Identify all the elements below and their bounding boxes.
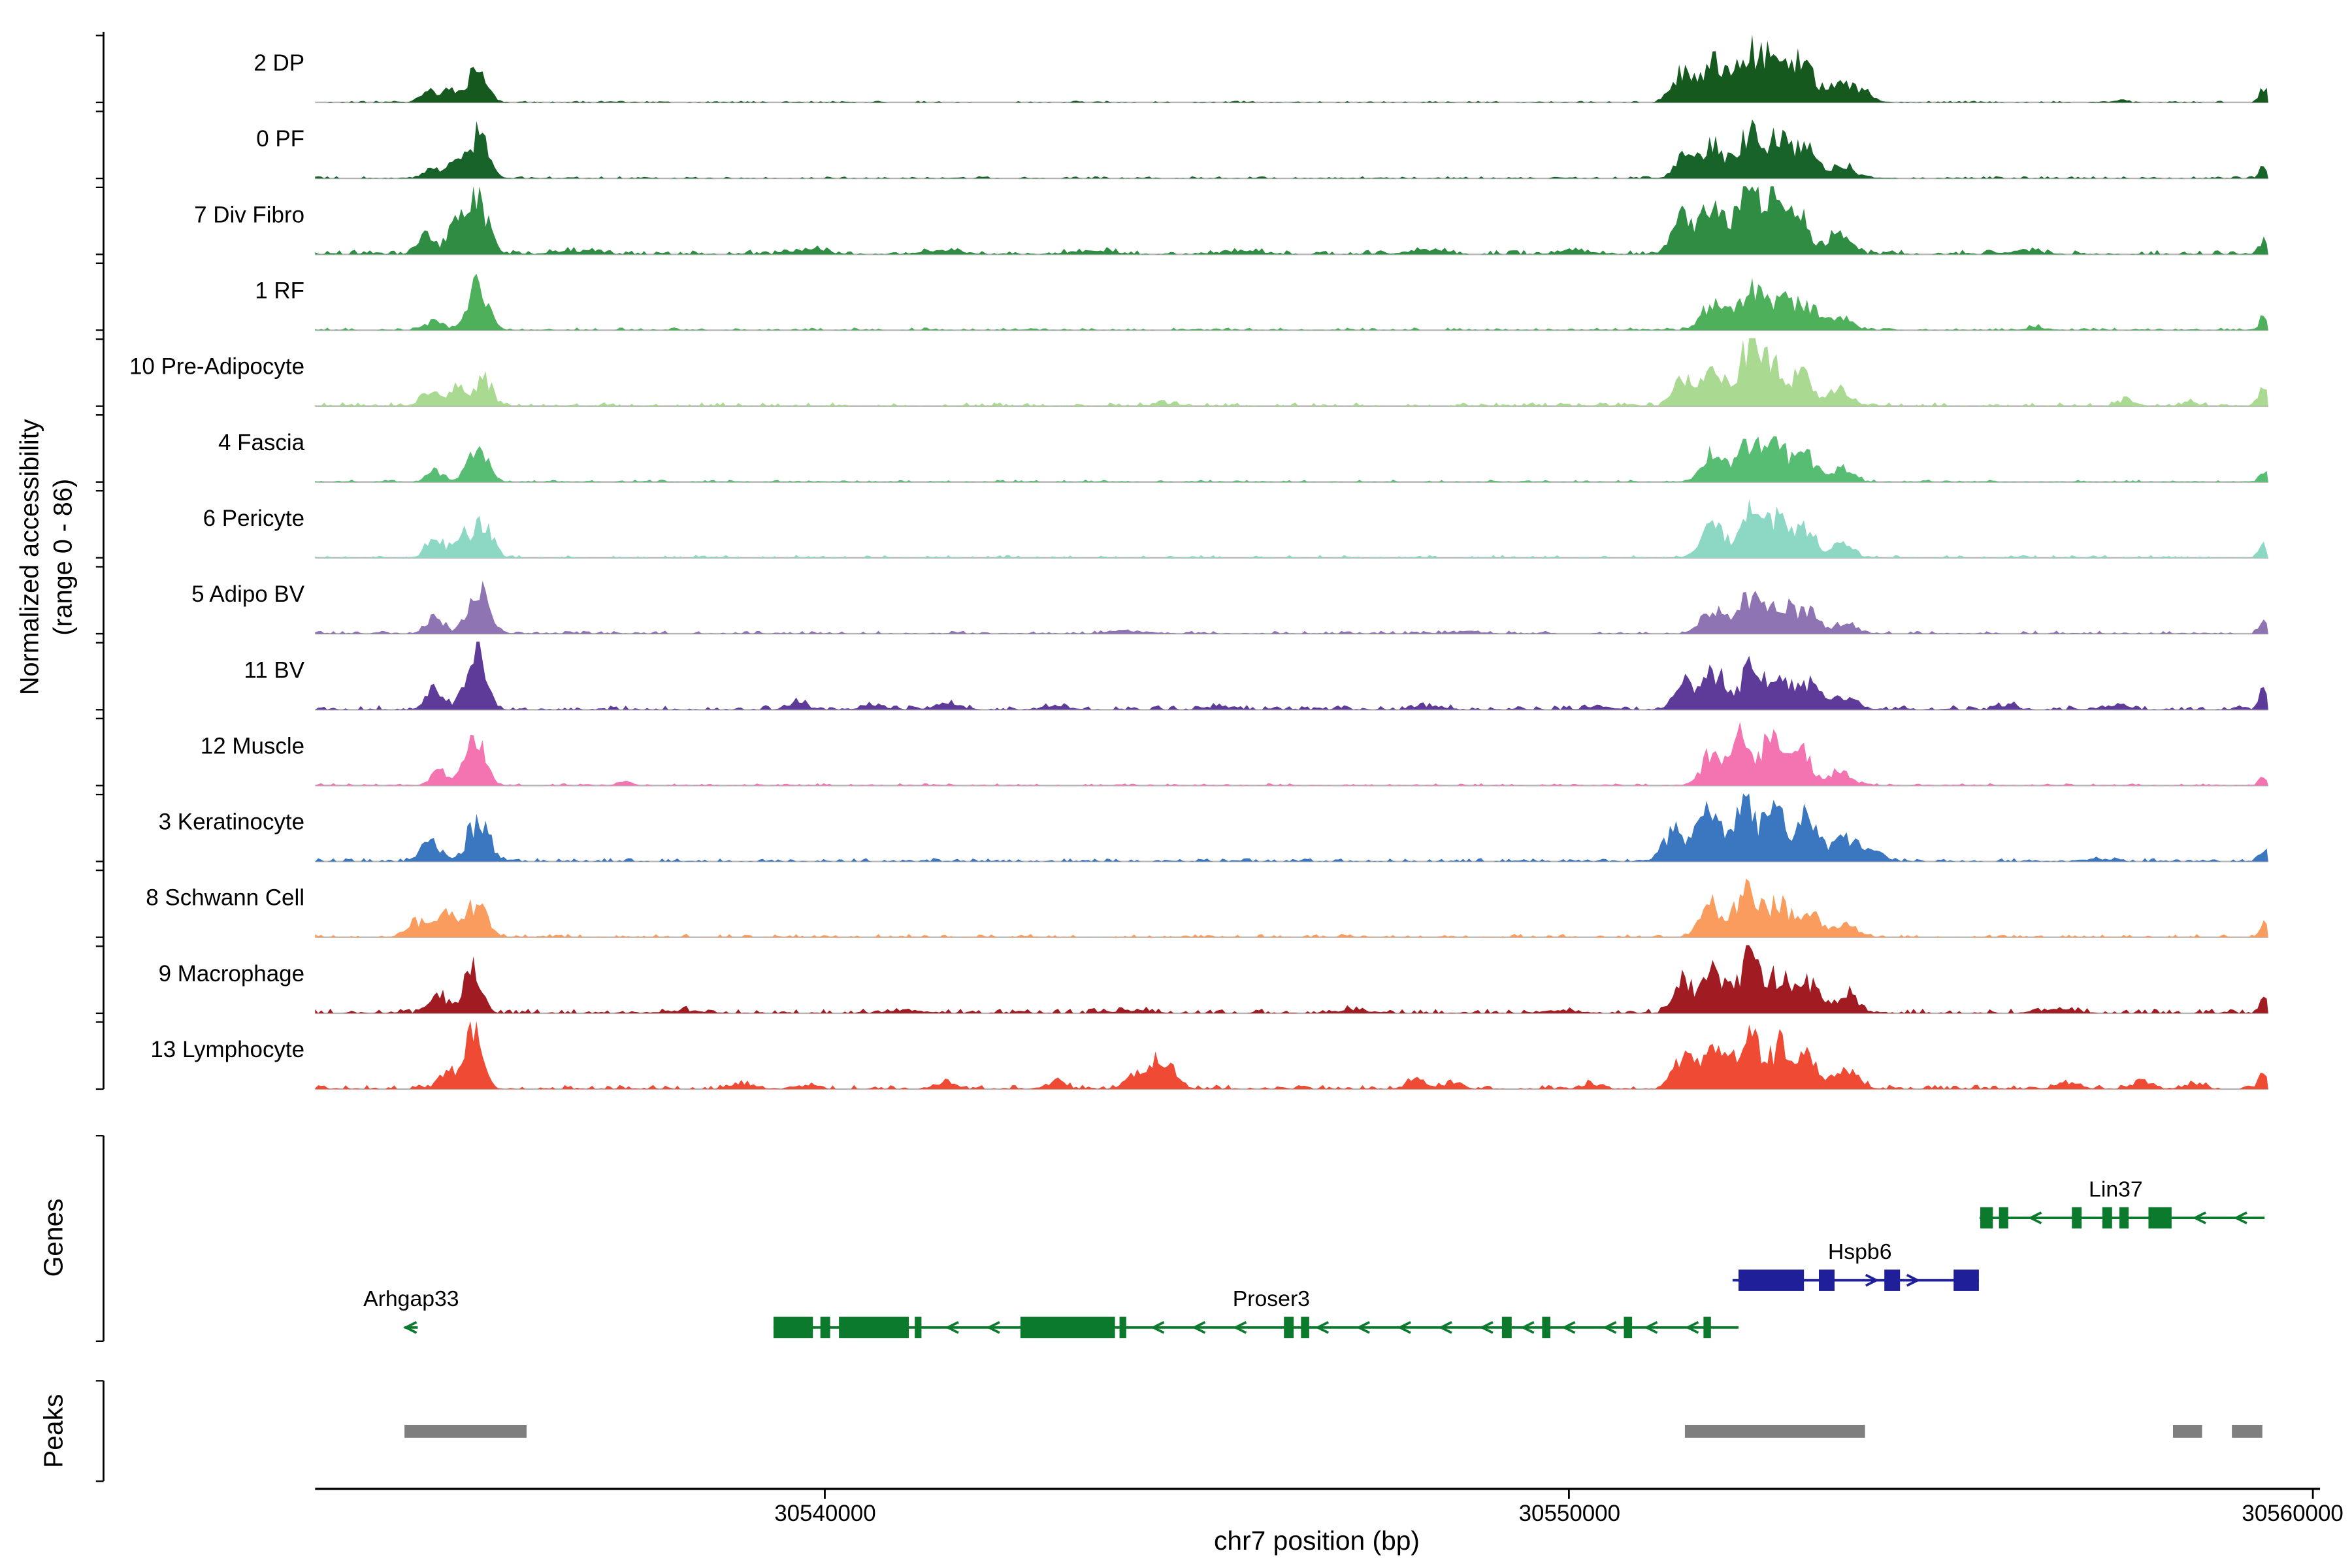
coverage-track-2 — [315, 186, 2268, 255]
exon — [1301, 1316, 1309, 1339]
gene-model-arhgap33: Arhgap33 — [363, 1286, 459, 1334]
coverage-track-12 — [315, 945, 2268, 1013]
peaks-section-label: Peaks — [39, 1394, 69, 1468]
peak-bar — [2232, 1424, 2262, 1438]
gene-label: Arhgap33 — [363, 1286, 459, 1311]
strand-direction-chevron — [1906, 1273, 1921, 1287]
gene-models-layer: Arhgap33 Proser3 Hspb6 Lin37 — [363, 1177, 2265, 1339]
strand-direction-chevron — [1438, 1321, 1452, 1334]
track-label: 0 PF — [256, 126, 304, 152]
strand-direction-chevron — [1865, 1273, 1880, 1287]
track-label: 2 DP — [253, 50, 304, 76]
strand-direction-chevron — [1644, 1321, 1658, 1334]
track-label: 11 BV — [244, 657, 304, 683]
coverage-track-8 — [315, 642, 2268, 710]
y-axis-label-line1: Normalized accessibility — [15, 419, 44, 695]
exon — [2102, 1207, 2112, 1229]
exon — [2148, 1207, 2172, 1229]
exon — [1624, 1316, 1633, 1339]
coverage-track-3 — [315, 273, 2268, 331]
peak-bar — [1684, 1424, 1865, 1438]
gene-model-lin37: Lin37 — [1980, 1177, 2265, 1229]
track-label: 12 Muscle — [201, 733, 304, 759]
exon — [839, 1316, 909, 1339]
exon — [820, 1316, 830, 1339]
coverage-track-5 — [315, 436, 2268, 482]
track-label: 4 Fascia — [218, 430, 305, 455]
strand-direction-chevron — [1356, 1321, 1370, 1334]
strand-direction-chevron — [1192, 1321, 1206, 1334]
strand-direction-chevron — [1315, 1321, 1330, 1334]
static-labels-layer: Normalized accessibility (range 0 - 86) … — [15, 419, 2344, 1556]
track-label: 1 RF — [255, 278, 304, 303]
coverage-track-10 — [315, 793, 2268, 862]
strand-direction-chevron — [986, 1321, 1000, 1334]
track-label: 5 Adipo BV — [191, 581, 305, 607]
strand-direction-chevron — [403, 1321, 417, 1334]
exon — [1119, 1316, 1126, 1339]
track-label: 9 Macrophage — [159, 961, 304, 987]
gene-model-proser3: Proser3 — [773, 1286, 1739, 1339]
track-label: 10 Pre-Adipocyte — [129, 354, 304, 380]
genes-section-label: Genes — [39, 1198, 69, 1277]
strand-direction-chevron — [1561, 1321, 1576, 1334]
strand-direction-chevron — [1520, 1321, 1535, 1334]
strand-direction-chevron — [2192, 1211, 2206, 1224]
coverage-track-11 — [315, 878, 2268, 938]
exon — [1953, 1269, 1979, 1291]
track-label: 8 Schwann Cell — [146, 885, 304, 911]
exon — [1999, 1207, 2008, 1229]
exon — [2072, 1207, 2082, 1229]
strand-direction-chevron — [1603, 1321, 1617, 1334]
x-axis-title: chr7 position (bp) — [1214, 1526, 1420, 1556]
track-label: 3 Keratinocyte — [159, 809, 304, 835]
coverage-track-6 — [315, 499, 2268, 558]
gene-label: Lin37 — [2089, 1177, 2143, 1201]
exon — [1703, 1316, 1711, 1339]
coverage-track-0 — [315, 34, 2268, 103]
track-label: 6 Pericyte — [203, 506, 304, 531]
exon — [1284, 1316, 1294, 1339]
exon — [1501, 1316, 1512, 1339]
track-label: 7 Div Fibro — [194, 202, 304, 227]
exon — [1819, 1269, 1835, 1291]
strand-direction-chevron — [1151, 1321, 1165, 1334]
exon — [773, 1316, 813, 1339]
exon — [1980, 1207, 1993, 1229]
coverage-track-13 — [315, 1021, 2268, 1089]
gene-label: Hspb6 — [1828, 1239, 1892, 1264]
y-axis-label-line2: (range 0 - 86) — [49, 479, 78, 636]
coverage-track-7 — [315, 580, 2268, 634]
strand-direction-chevron — [1397, 1321, 1411, 1334]
exon — [1020, 1316, 1115, 1339]
x-tick-label-30540000: 30540000 — [774, 1501, 875, 1526]
track-label: 13 Lymphocyte — [150, 1037, 304, 1062]
peaks-layer — [404, 1424, 2262, 1438]
exon — [1738, 1269, 1805, 1291]
strand-direction-chevron — [945, 1321, 959, 1334]
strand-direction-chevron — [2233, 1211, 2247, 1224]
gene-model-hspb6: Hspb6 — [1732, 1239, 1979, 1291]
exon — [2119, 1207, 2129, 1229]
x-tick-label-30550000: 30550000 — [1519, 1501, 1620, 1526]
peak-bar — [404, 1424, 527, 1438]
strand-direction-chevron — [1684, 1321, 1699, 1334]
coverage-track-4 — [315, 338, 2268, 406]
coverage-track-1 — [315, 119, 2268, 179]
gene-label: Proser3 — [1233, 1286, 1310, 1311]
coverage-track-9 — [315, 721, 2268, 786]
peak-bar — [2172, 1424, 2202, 1438]
x-tick-label-30560000: 30560000 — [2242, 1501, 2343, 1526]
strand-direction-chevron — [2027, 1211, 2042, 1224]
strand-direction-chevron — [1479, 1321, 1494, 1334]
coverage-tracks-layer: 2 DP 0 PF 7 Div Fibro 1 RF 10 Pre-Adipocyte 4… — [95, 34, 2268, 1090]
strand-direction-chevron — [1232, 1321, 1247, 1334]
exon — [1542, 1316, 1550, 1339]
exon — [915, 1316, 922, 1339]
axes-layer — [95, 31, 2321, 1499]
exon — [1884, 1269, 1901, 1291]
